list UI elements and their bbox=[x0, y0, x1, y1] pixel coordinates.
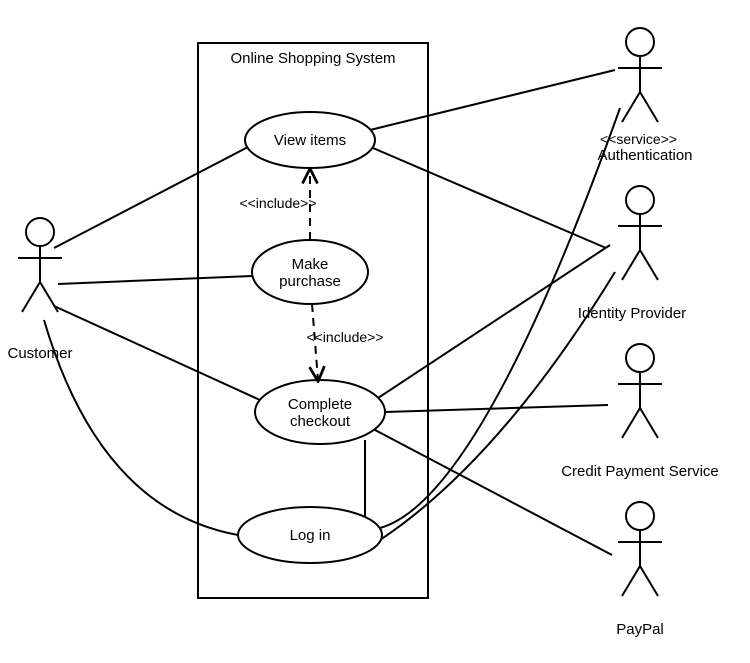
actor-paypal-leg-r bbox=[640, 566, 658, 596]
assoc-customer-complete_checkout bbox=[54, 306, 260, 400]
usecase-view_items-label: View items bbox=[274, 132, 346, 149]
usecase-make_purchase-label1: Make bbox=[292, 256, 329, 273]
actor-paypal-label: PayPal bbox=[616, 621, 664, 638]
usecase-view_items: View items bbox=[245, 112, 375, 168]
assoc-view_items-identity_provider bbox=[373, 148, 606, 248]
actor-customer-leg-r bbox=[40, 282, 58, 312]
actor-authentication-head bbox=[626, 28, 654, 56]
assoc-complete_checkout-credit_payment bbox=[385, 405, 608, 412]
actor-identity_provider-leg-l bbox=[622, 250, 640, 280]
stereotype-include-bottom: <<include>> bbox=[306, 329, 383, 345]
usecase-complete_checkout: Completecheckout bbox=[255, 380, 385, 444]
usecase-make_purchase-label2: purchase bbox=[279, 273, 341, 290]
assoc-complete_checkout-identity_provider bbox=[378, 245, 610, 398]
actor-authentication: <<service>>Authentication bbox=[597, 28, 692, 164]
assoc-complete_checkout-paypal bbox=[375, 430, 612, 555]
system-title: Online Shopping System bbox=[230, 50, 395, 67]
actor-customer: Customer bbox=[7, 218, 72, 362]
actor-authentication-stereotype: <<service>> bbox=[600, 131, 677, 147]
actor-identity_provider-label: Identity Provider bbox=[578, 305, 686, 322]
assoc-customer-log_in bbox=[44, 320, 238, 535]
usecase-complete_checkout-label2: checkout bbox=[290, 413, 351, 430]
stereotype-include-top: <<include>> bbox=[239, 195, 316, 211]
usecase-complete_checkout-label1: Complete bbox=[288, 396, 352, 413]
usecase-log_in: Log in bbox=[238, 507, 382, 563]
assoc-customer-view_items bbox=[54, 147, 248, 248]
actor-credit_payment-leg-l bbox=[622, 408, 640, 438]
actor-authentication-label: Authentication bbox=[597, 147, 692, 164]
actor-credit_payment-head bbox=[626, 344, 654, 372]
actor-authentication-leg-r bbox=[640, 92, 658, 122]
assoc-view_items-authentication bbox=[370, 70, 615, 130]
actor-paypal: PayPal bbox=[616, 502, 664, 638]
actor-paypal-leg-l bbox=[622, 566, 640, 596]
assoc-customer-make_purchase bbox=[58, 276, 252, 284]
actor-customer-head bbox=[26, 218, 54, 246]
actor-customer-label: Customer bbox=[7, 345, 72, 362]
actor-authentication-leg-l bbox=[622, 92, 640, 122]
actor-paypal-head bbox=[626, 502, 654, 530]
actor-credit_payment-label: Credit Payment Service bbox=[561, 463, 719, 480]
actor-identity_provider-head bbox=[626, 186, 654, 214]
actor-customer-leg-l bbox=[22, 282, 40, 312]
actor-credit_payment-leg-r bbox=[640, 408, 658, 438]
actor-identity_provider: Identity Provider bbox=[578, 186, 686, 322]
usecase-log_in-label: Log in bbox=[290, 527, 331, 544]
actor-identity_provider-leg-r bbox=[640, 250, 658, 280]
usecase-make_purchase: Makepurchase bbox=[252, 240, 368, 304]
actor-credit_payment: Credit Payment Service bbox=[561, 344, 719, 480]
